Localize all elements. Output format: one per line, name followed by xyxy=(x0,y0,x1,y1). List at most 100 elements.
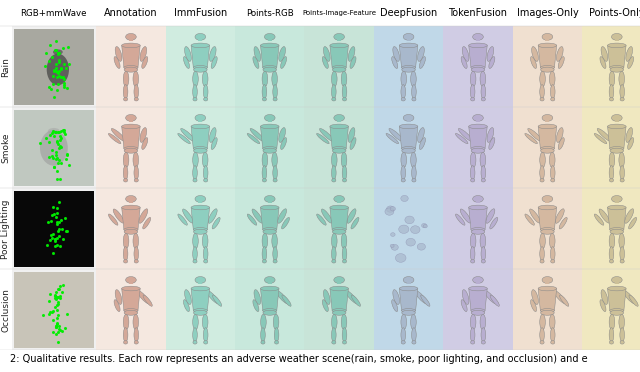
Point xyxy=(41,135,51,141)
Ellipse shape xyxy=(134,260,138,263)
Bar xyxy=(14,191,93,267)
Ellipse shape xyxy=(609,341,614,344)
Ellipse shape xyxy=(341,71,347,87)
Ellipse shape xyxy=(610,310,623,315)
Ellipse shape xyxy=(193,247,197,261)
Ellipse shape xyxy=(620,341,624,344)
Ellipse shape xyxy=(540,233,545,249)
Point xyxy=(52,221,62,227)
Point xyxy=(53,329,63,335)
Ellipse shape xyxy=(40,130,68,166)
Ellipse shape xyxy=(124,233,129,249)
Point xyxy=(54,292,65,298)
Ellipse shape xyxy=(462,46,469,61)
Ellipse shape xyxy=(193,65,207,70)
Ellipse shape xyxy=(399,286,418,291)
Ellipse shape xyxy=(139,209,148,223)
Ellipse shape xyxy=(348,46,355,61)
Point xyxy=(45,309,56,315)
Polygon shape xyxy=(468,289,487,311)
Ellipse shape xyxy=(609,71,615,87)
Ellipse shape xyxy=(122,43,140,48)
Ellipse shape xyxy=(607,124,626,129)
Bar xyxy=(545,199,549,203)
Ellipse shape xyxy=(321,209,332,223)
Ellipse shape xyxy=(481,328,486,342)
Ellipse shape xyxy=(401,341,405,344)
Ellipse shape xyxy=(182,209,193,223)
Ellipse shape xyxy=(401,152,406,168)
Ellipse shape xyxy=(178,134,190,144)
Ellipse shape xyxy=(401,195,408,202)
Ellipse shape xyxy=(108,214,118,225)
Ellipse shape xyxy=(332,233,337,249)
Ellipse shape xyxy=(124,228,138,231)
Ellipse shape xyxy=(489,138,495,150)
Polygon shape xyxy=(122,126,140,148)
Polygon shape xyxy=(399,289,418,311)
Ellipse shape xyxy=(202,233,208,249)
Point xyxy=(54,133,65,139)
Point xyxy=(44,298,54,304)
Ellipse shape xyxy=(193,97,197,101)
Ellipse shape xyxy=(412,179,416,182)
Ellipse shape xyxy=(490,295,499,306)
Ellipse shape xyxy=(260,205,279,210)
Ellipse shape xyxy=(461,57,467,68)
Ellipse shape xyxy=(341,314,347,330)
Text: Annotation: Annotation xyxy=(104,8,157,18)
Point xyxy=(50,236,60,242)
Ellipse shape xyxy=(623,290,636,304)
Point xyxy=(44,139,54,145)
Ellipse shape xyxy=(607,205,626,210)
Point xyxy=(56,135,66,141)
Ellipse shape xyxy=(386,134,399,144)
Point xyxy=(51,151,61,157)
Point xyxy=(54,327,65,333)
Ellipse shape xyxy=(418,46,424,61)
Point xyxy=(60,131,70,137)
Ellipse shape xyxy=(279,46,285,61)
Ellipse shape xyxy=(420,295,430,306)
Bar xyxy=(337,280,341,284)
Ellipse shape xyxy=(540,341,544,344)
Polygon shape xyxy=(330,289,348,311)
Ellipse shape xyxy=(193,229,207,234)
Ellipse shape xyxy=(263,310,276,315)
Point xyxy=(56,217,67,223)
Polygon shape xyxy=(607,289,626,311)
Ellipse shape xyxy=(124,166,128,180)
Ellipse shape xyxy=(620,328,625,342)
Ellipse shape xyxy=(468,205,487,210)
Ellipse shape xyxy=(204,341,208,344)
Point xyxy=(52,139,62,145)
Point xyxy=(54,50,64,56)
Ellipse shape xyxy=(403,33,414,40)
Ellipse shape xyxy=(390,206,396,211)
Point xyxy=(54,176,65,182)
Point xyxy=(56,74,66,80)
Ellipse shape xyxy=(350,57,356,68)
Ellipse shape xyxy=(191,205,209,210)
Point xyxy=(50,292,60,298)
Ellipse shape xyxy=(125,196,136,202)
Ellipse shape xyxy=(597,128,612,141)
Polygon shape xyxy=(538,208,557,230)
Ellipse shape xyxy=(542,276,553,283)
Point xyxy=(46,86,56,92)
Ellipse shape xyxy=(204,84,208,99)
Ellipse shape xyxy=(471,229,484,234)
Ellipse shape xyxy=(273,84,277,99)
Polygon shape xyxy=(399,126,418,148)
Ellipse shape xyxy=(470,260,475,263)
Bar xyxy=(14,110,93,186)
Ellipse shape xyxy=(202,71,208,87)
Point xyxy=(52,228,63,234)
Ellipse shape xyxy=(193,328,197,342)
Ellipse shape xyxy=(559,217,567,229)
Ellipse shape xyxy=(393,46,399,61)
Point xyxy=(42,242,52,248)
Ellipse shape xyxy=(470,314,476,330)
Ellipse shape xyxy=(273,166,277,180)
Bar xyxy=(268,199,272,203)
